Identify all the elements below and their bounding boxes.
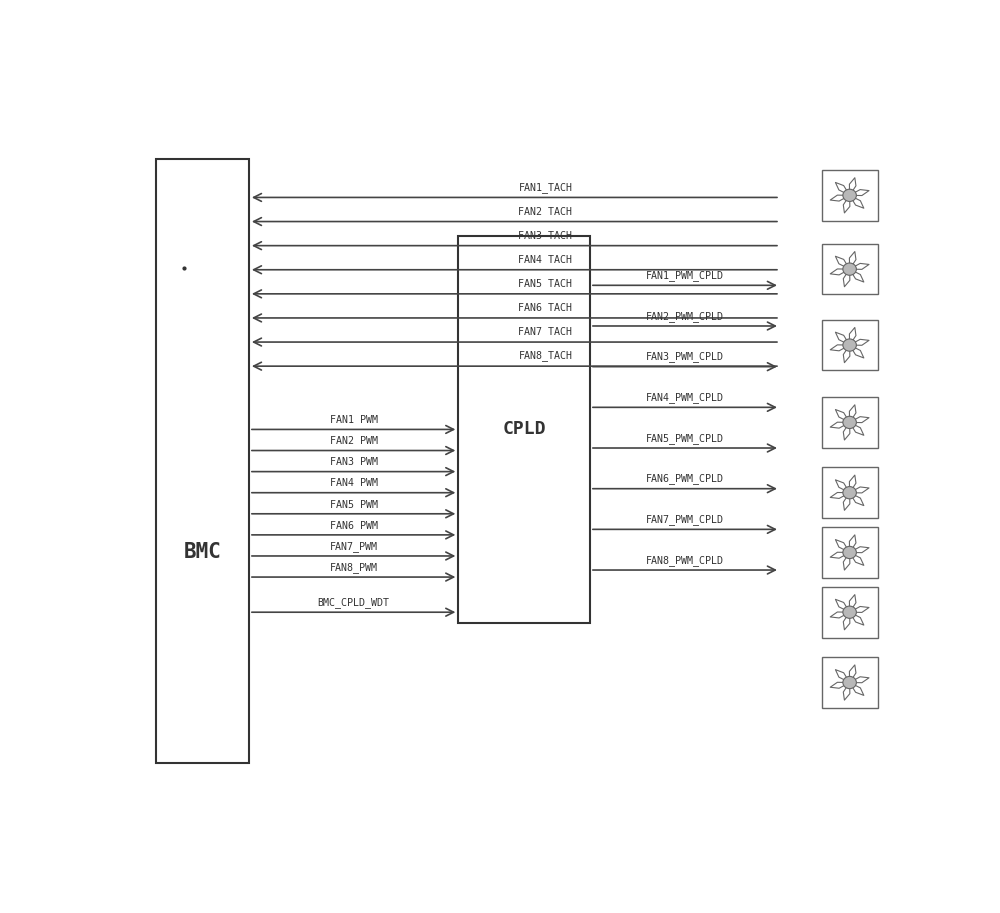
Polygon shape bbox=[853, 686, 864, 696]
Polygon shape bbox=[843, 498, 850, 510]
Bar bbox=[156, 159, 249, 763]
Text: FAN4 PWM: FAN4 PWM bbox=[330, 478, 378, 488]
Polygon shape bbox=[855, 416, 869, 423]
Polygon shape bbox=[855, 677, 869, 683]
Bar bbox=[822, 657, 878, 708]
Circle shape bbox=[843, 416, 856, 428]
Polygon shape bbox=[843, 274, 850, 287]
Polygon shape bbox=[830, 682, 844, 688]
Text: FAN4_PWM_CPLD: FAN4_PWM_CPLD bbox=[646, 393, 724, 404]
Polygon shape bbox=[849, 404, 856, 417]
Circle shape bbox=[843, 606, 856, 618]
Polygon shape bbox=[855, 264, 869, 269]
Polygon shape bbox=[835, 410, 847, 420]
Circle shape bbox=[843, 189, 856, 202]
Text: FAN7_PWM: FAN7_PWM bbox=[330, 540, 378, 551]
Text: FAN5 TACH: FAN5 TACH bbox=[518, 279, 572, 289]
Polygon shape bbox=[843, 687, 850, 700]
Text: FAN1_PWM_CPLD: FAN1_PWM_CPLD bbox=[646, 270, 724, 281]
Polygon shape bbox=[853, 615, 864, 625]
Circle shape bbox=[843, 487, 856, 498]
Polygon shape bbox=[843, 557, 850, 570]
Polygon shape bbox=[843, 350, 850, 362]
Bar bbox=[822, 467, 878, 518]
Polygon shape bbox=[853, 348, 864, 358]
Text: FAN8_PWM_CPLD: FAN8_PWM_CPLD bbox=[646, 555, 724, 566]
Text: FAN3 PWM: FAN3 PWM bbox=[330, 457, 378, 467]
Text: FAN1_TACH: FAN1_TACH bbox=[518, 182, 572, 193]
Text: FAN2 PWM: FAN2 PWM bbox=[330, 436, 378, 446]
Polygon shape bbox=[853, 555, 864, 565]
Text: FAN4 TACH: FAN4 TACH bbox=[518, 255, 572, 265]
Polygon shape bbox=[835, 669, 847, 680]
Text: FAN6 TACH: FAN6 TACH bbox=[518, 303, 572, 313]
Polygon shape bbox=[855, 340, 869, 345]
Polygon shape bbox=[835, 332, 847, 342]
Text: BMC_CPLD_WDT: BMC_CPLD_WDT bbox=[318, 597, 390, 608]
Text: FAN2 TACH: FAN2 TACH bbox=[518, 206, 572, 216]
Polygon shape bbox=[853, 198, 864, 208]
Polygon shape bbox=[830, 345, 844, 351]
Bar bbox=[822, 320, 878, 371]
Polygon shape bbox=[855, 487, 869, 493]
Polygon shape bbox=[830, 195, 844, 201]
Text: FAN5 PWM: FAN5 PWM bbox=[330, 499, 378, 509]
Polygon shape bbox=[855, 190, 869, 195]
Circle shape bbox=[843, 263, 856, 275]
Polygon shape bbox=[830, 422, 844, 428]
Text: CPLD: CPLD bbox=[502, 420, 546, 438]
Polygon shape bbox=[849, 178, 856, 191]
Polygon shape bbox=[855, 606, 869, 613]
Text: FAN8_PWM: FAN8_PWM bbox=[330, 561, 378, 572]
Polygon shape bbox=[849, 665, 856, 677]
Polygon shape bbox=[830, 612, 844, 618]
Polygon shape bbox=[830, 552, 844, 558]
Polygon shape bbox=[853, 272, 864, 282]
Polygon shape bbox=[835, 257, 847, 267]
Text: FAN2_PWM_CPLD: FAN2_PWM_CPLD bbox=[646, 310, 724, 321]
Circle shape bbox=[843, 339, 856, 352]
Polygon shape bbox=[835, 540, 847, 550]
Text: FAN8_TACH: FAN8_TACH bbox=[518, 351, 572, 362]
Text: FAN1 PWM: FAN1 PWM bbox=[330, 415, 378, 425]
Polygon shape bbox=[843, 200, 850, 213]
Polygon shape bbox=[830, 269, 844, 275]
Circle shape bbox=[843, 677, 856, 688]
Polygon shape bbox=[849, 594, 856, 607]
Polygon shape bbox=[853, 496, 864, 506]
Polygon shape bbox=[853, 425, 864, 436]
Circle shape bbox=[843, 546, 856, 559]
Polygon shape bbox=[835, 183, 847, 193]
Polygon shape bbox=[855, 547, 869, 552]
Polygon shape bbox=[849, 535, 856, 548]
Text: BMC: BMC bbox=[184, 541, 221, 561]
Bar bbox=[822, 397, 878, 447]
Text: FAN3 TACH: FAN3 TACH bbox=[518, 231, 572, 241]
Bar bbox=[822, 587, 878, 637]
Text: FAN3_PWM_CPLD: FAN3_PWM_CPLD bbox=[646, 352, 724, 362]
Bar bbox=[822, 170, 878, 221]
Polygon shape bbox=[843, 617, 850, 630]
Bar bbox=[458, 236, 590, 623]
Polygon shape bbox=[849, 475, 856, 488]
Text: FAN7 TACH: FAN7 TACH bbox=[518, 327, 572, 337]
Bar bbox=[822, 244, 878, 295]
Text: FAN6 PWM: FAN6 PWM bbox=[330, 520, 378, 530]
Polygon shape bbox=[835, 480, 847, 490]
Polygon shape bbox=[830, 492, 844, 498]
Polygon shape bbox=[849, 328, 856, 341]
Text: FAN6_PWM_CPLD: FAN6_PWM_CPLD bbox=[646, 474, 724, 485]
Bar bbox=[822, 527, 878, 578]
Polygon shape bbox=[835, 599, 847, 610]
Polygon shape bbox=[849, 252, 856, 265]
Text: FAN7_PWM_CPLD: FAN7_PWM_CPLD bbox=[646, 514, 724, 525]
Text: FAN5_PWM_CPLD: FAN5_PWM_CPLD bbox=[646, 433, 724, 444]
Polygon shape bbox=[843, 427, 850, 440]
